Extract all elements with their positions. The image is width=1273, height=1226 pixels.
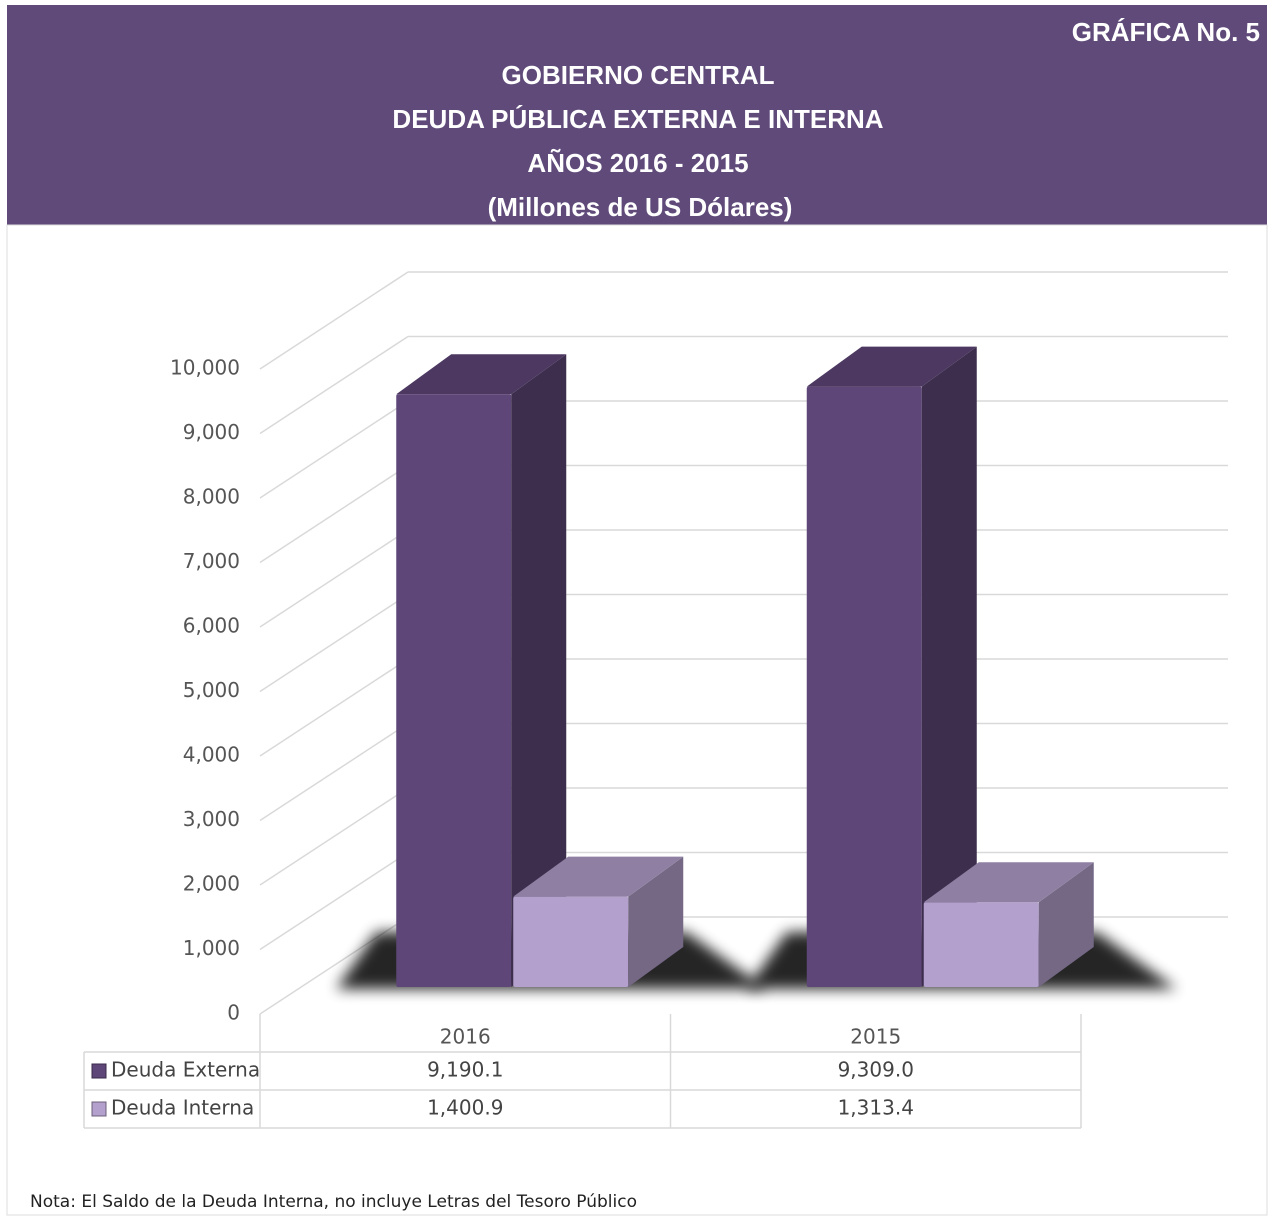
bar-top — [806, 346, 977, 387]
table-value: 9,190.1 — [427, 1058, 503, 1082]
bar-top — [396, 354, 567, 395]
legend-label: Deuda Interna — [111, 1096, 254, 1120]
x-tick-label: 2016 — [440, 1025, 491, 1049]
bar-side — [1038, 862, 1094, 987]
bar-top — [513, 856, 684, 897]
chart-subtitle: (Millones de US Dólares) — [488, 192, 793, 222]
note: Nota: El Saldo de la Deuda Interna, no i… — [30, 1192, 637, 1212]
grid-line — [259, 593, 409, 693]
grid-line — [259, 400, 409, 499]
y-tick-label: 0 — [227, 1001, 240, 1025]
chart-title: AÑOS 2016 - 2015 — [527, 148, 748, 178]
chart-label: GRÁFICA No. 5 — [1072, 17, 1260, 47]
y-tick-label: 4,000 — [183, 743, 240, 767]
chart-title: GOBIERNO CENTRAL — [502, 60, 775, 90]
bar-top — [923, 862, 1094, 903]
grid-line — [259, 271, 409, 370]
chart-frame — [6, 224, 1268, 1216]
grid-line — [259, 464, 409, 564]
y-tick-label: 8,000 — [183, 485, 240, 509]
y-tick-label: 3,000 — [183, 807, 240, 831]
table-value: 1,400.9 — [427, 1096, 503, 1120]
header-band — [7, 5, 1267, 225]
y-tick-label: 6,000 — [183, 614, 240, 638]
chart-title: DEUDA PÚBLICA EXTERNA E INTERNA — [392, 104, 883, 134]
bar — [806, 386, 922, 988]
legend-label: Deuda Externa — [111, 1058, 260, 1082]
legend-swatch — [91, 1101, 107, 1117]
y-tick-label: 7,000 — [183, 549, 240, 573]
y-tick-label: 10,000 — [170, 356, 240, 380]
table-value: 1,313.4 — [838, 1096, 914, 1120]
grid-line — [259, 851, 409, 951]
grid-line — [259, 529, 409, 628]
grid-line — [259, 335, 409, 435]
bar — [923, 902, 1039, 987]
bar-side — [511, 354, 567, 988]
table-value: 9,309.0 — [838, 1058, 914, 1082]
bar-side — [921, 346, 977, 988]
bar — [513, 896, 629, 987]
x-tick-label: 2015 — [850, 1025, 901, 1049]
y-tick-label: 1,000 — [183, 936, 240, 960]
grid-line — [259, 722, 409, 822]
bar — [396, 394, 512, 988]
y-tick-label: 2,000 — [183, 872, 240, 896]
grid-line — [259, 658, 409, 757]
legend-swatch — [91, 1063, 107, 1079]
y-tick-label: 9,000 — [183, 420, 240, 444]
grid-line — [259, 787, 409, 886]
y-tick-label: 5,000 — [183, 678, 240, 702]
bar-side — [628, 856, 684, 987]
